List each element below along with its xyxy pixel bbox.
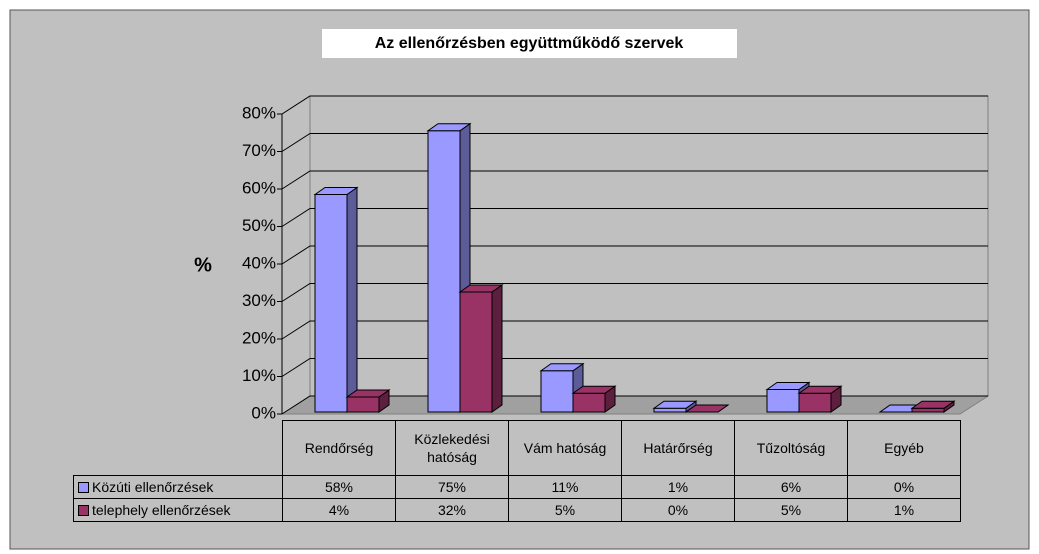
bar-top [345,389,391,398]
category-cell-text: Rendőrség [304,440,374,456]
category-cell-text: Egyéb [884,440,924,456]
bar-front [766,389,800,413]
value-cell: 0% [621,498,735,522]
bar [345,389,391,413]
category-cell: Egyéb [847,420,961,476]
y-tick-label: 60% [242,178,276,197]
value-cell: 5% [508,498,622,522]
y-tick-label: 10% [242,366,276,385]
bar-top [313,187,359,195]
bar-top [797,385,843,394]
category-cell-text: Közlekedési hatóság [414,431,490,465]
bar-top [458,284,504,293]
y-axis-label: % [194,254,212,276]
value-cell-text: 58% [324,479,354,495]
bar-top [571,385,617,394]
bar-front [911,407,945,413]
category-cell: Tűzoltóság [734,420,848,476]
bar-top [910,400,956,409]
value-cell: 5% [734,498,848,522]
series-cell: telephely ellenőrzések [73,498,283,522]
category-cell: Határőrség [621,420,735,476]
y-tick-label: 40% [242,253,276,272]
value-cell-text: 1% [893,502,915,518]
category-cell-text: Vám hatóság [523,440,607,456]
grid-line [281,170,988,190]
grid-line [281,245,988,265]
category-cell: Közlekedési hatóság [395,420,509,476]
value-cell: 32% [395,498,509,522]
bar [652,400,698,413]
legend-label: Közúti ellenőrzések [92,479,214,495]
value-cell: 1% [847,498,961,522]
grid-line [281,133,988,152]
category-cell-text: Tűzoltóság [756,440,826,456]
bar-top [765,382,811,390]
value-cell-text: 0% [893,479,915,495]
bar [313,186,359,413]
grid-line [281,208,988,227]
y-tick-label: 30% [242,291,276,310]
y-tick-label: 80% [242,103,276,122]
bar-front [572,392,606,413]
value-cell-text: 5% [780,502,802,518]
value-cell-text: 32% [437,502,467,518]
grid-line [281,95,988,115]
legend-key [78,504,89,516]
grid-line [281,320,988,340]
value-cell-text: 11% [551,479,579,495]
grid-line [281,283,988,302]
value-cell: 6% [734,475,848,499]
chart-title: Az ellenőrzésben együttműködő szervek [375,35,684,52]
category-cell-text: Határőrség [643,440,713,456]
bar [458,284,504,413]
y-tick-label: 20% [242,328,276,347]
category-cell: Rendőrség [282,420,396,476]
y-tick-label: 50% [242,216,276,235]
value-cell: 75% [395,475,509,499]
value-cell-text: 1% [667,479,689,495]
legend-label: telephely ellenőrzések [92,502,231,518]
bar-front [346,396,380,413]
y-tick-label: 70% [242,141,276,160]
value-cell: 58% [282,475,396,499]
value-cell: 1% [621,475,735,499]
y-tick-label: 0% [251,403,276,422]
bar-front [459,291,493,413]
value-cell: 0% [847,475,961,499]
bar [910,400,956,413]
grid-line [281,358,988,377]
value-cell-text: 4% [328,502,350,518]
bar [684,404,730,413]
bar-front [314,194,348,413]
value-cell-text: 5% [554,502,576,518]
value-cell: 4% [282,498,396,522]
bar-top [652,400,698,409]
value-cell: 11% [508,475,622,499]
grid-line [281,395,988,415]
bar-top [684,404,730,413]
bar-side [491,284,503,413]
bar-top [539,363,585,372]
bar [571,385,617,413]
bar [797,385,843,413]
bar-front [653,407,687,413]
category-cell: Vám hatóság [508,420,622,476]
value-cell-text: 75% [437,479,467,495]
bar-top [426,123,472,132]
bar-front [427,130,461,413]
value-cell-text: 0% [667,502,689,518]
series-cell: Közúti ellenőrzések [73,475,283,499]
bar-front [798,392,832,413]
legend-key [78,481,89,493]
bar-front [540,370,574,413]
bar-side [346,186,358,413]
title-box [322,29,737,58]
value-cell-text: 6% [780,479,802,495]
